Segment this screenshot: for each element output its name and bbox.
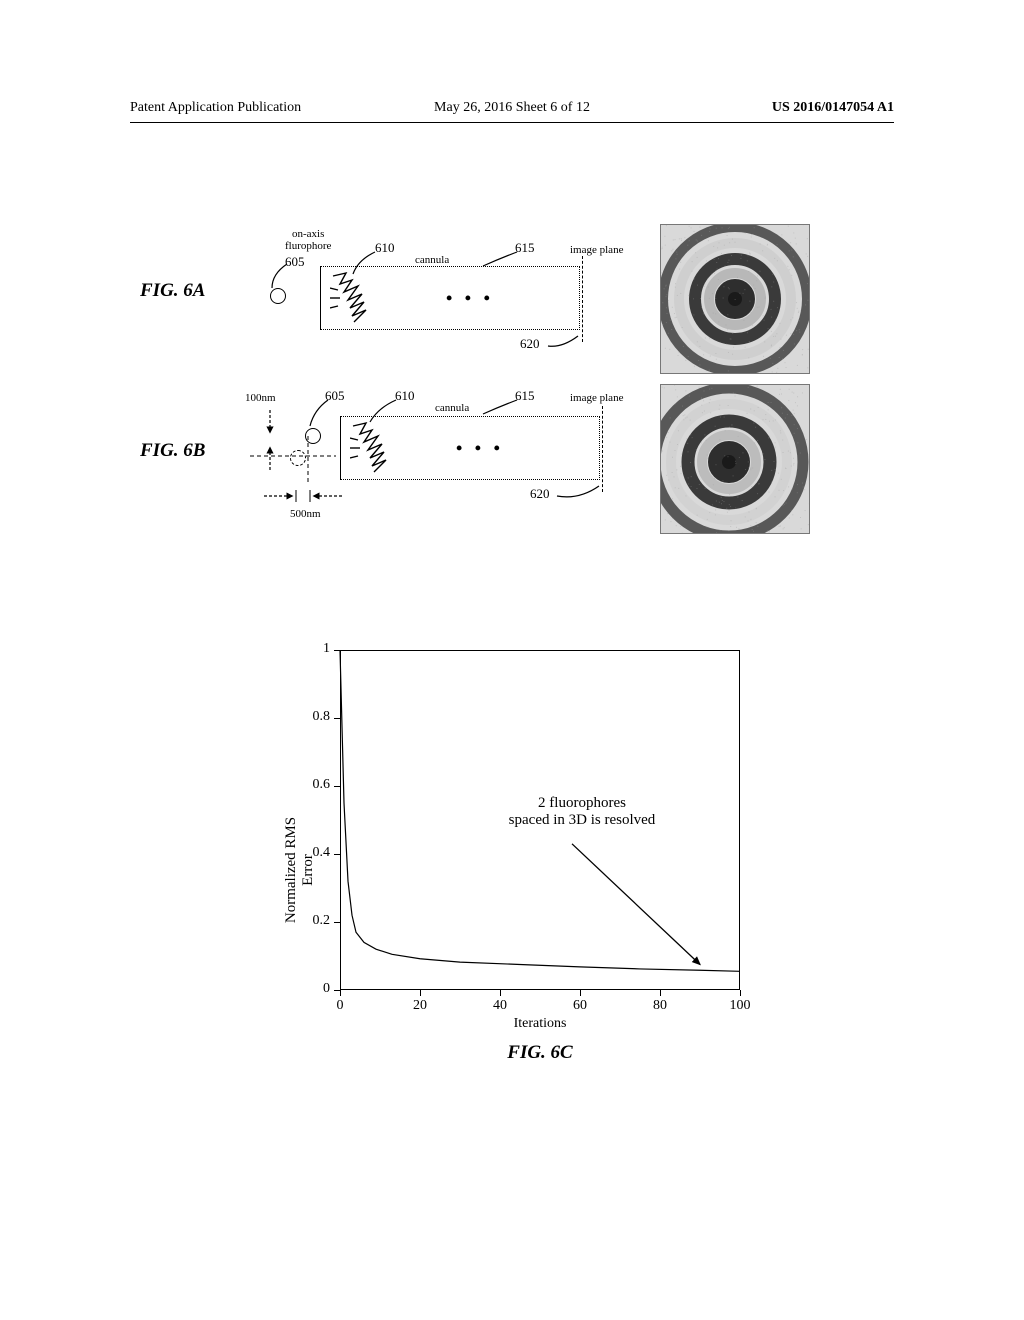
image-plane-label-b: image plane: [570, 392, 623, 404]
fig6b-label: FIG. 6B: [140, 440, 205, 462]
image-plane-line-a: [582, 256, 583, 342]
fig6c-chart: Normalized RMS Error 00.20.40.60.81 0204…: [260, 640, 780, 1100]
fig6a-label: FIG. 6A: [140, 280, 205, 302]
spark-b: [350, 420, 392, 476]
ref-620-b: 620: [530, 486, 550, 502]
figures-6ab-block: FIG. 6A on-axis flurophore 605 610 cannu…: [150, 230, 890, 540]
image-plane-label-a: image plane: [570, 244, 623, 256]
fluorophore-a: [270, 288, 286, 304]
dim-500nm-arrows: [260, 486, 350, 508]
page-header: Patent Application Publication May 26, 2…: [0, 90, 1024, 130]
fluor-label-a: on-axis flurophore: [285, 228, 331, 252]
cannula-label-b: cannula: [435, 402, 469, 414]
header-left: Patent Application Publication: [130, 100, 301, 116]
image-plane-line-b: [602, 406, 603, 492]
x-axis-title: Iterations: [340, 1016, 740, 1032]
dim-100nm: 100nm: [245, 392, 276, 404]
header-right: US 2016/0147054 A1: [772, 100, 894, 116]
header-center: May 26, 2016 Sheet 6 of 12: [434, 100, 590, 116]
cannula-left-edge-a: [320, 266, 321, 330]
leader-620-a: [548, 334, 582, 352]
page: { "header": { "left": "Patent Applicatio…: [0, 0, 1024, 1320]
axis-dashes-b: [250, 436, 340, 486]
ring-image-b: [660, 384, 810, 534]
ellipsis-a: • • •: [446, 288, 494, 309]
cannula-label-a: cannula: [415, 254, 449, 266]
header-rule: [130, 122, 894, 123]
cannula-left-edge-b: [340, 416, 341, 480]
dim-500nm: 500nm: [290, 508, 321, 520]
leader-605-b: [310, 400, 336, 430]
chart-annotation-arrow: [340, 650, 740, 990]
spark-a: [330, 270, 372, 326]
ref-620-a: 620: [520, 336, 540, 352]
ellipsis-b: • • •: [456, 438, 504, 459]
fig6c-label: FIG. 6C: [340, 1042, 740, 1064]
leader-620-b: [557, 484, 603, 502]
ring-image-a: [660, 224, 810, 374]
